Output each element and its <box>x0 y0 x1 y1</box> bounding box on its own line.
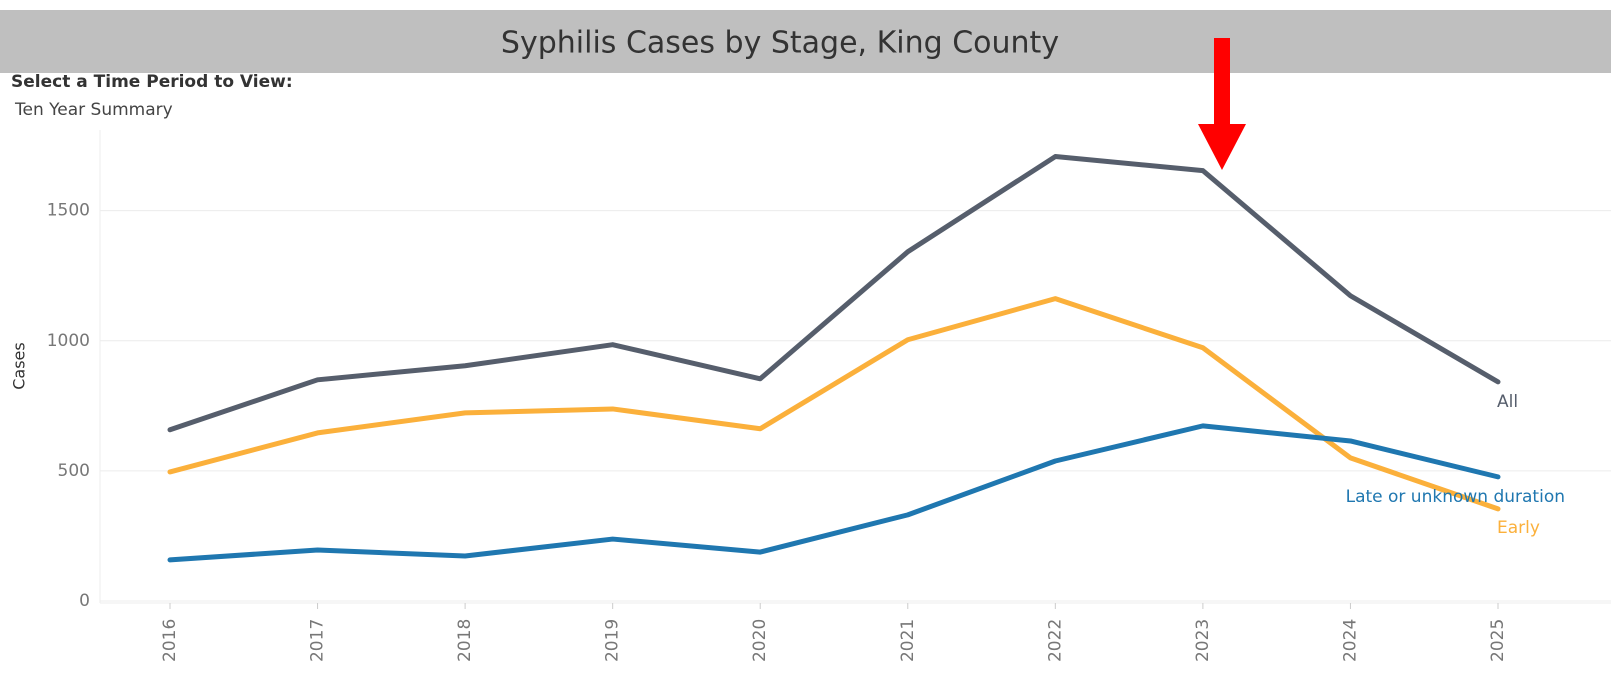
red-arrow <box>1198 38 1246 170</box>
dashboard-title: Syphilis Cases by Stage, King County <box>501 26 1059 61</box>
filter-value[interactable]: Ten Year Summary <box>14 100 173 120</box>
x-tick-label: 2023 <box>1193 619 1213 662</box>
x-tick-label: 2025 <box>1488 619 1508 662</box>
y-tick-label: 1000 <box>47 331 90 351</box>
series-line <box>167 296 1501 512</box>
y-tick-label: 0 <box>79 591 90 611</box>
x-tick-label: 2017 <box>308 619 328 662</box>
plot: 0 500 1000 1500 2016 2017 2018 2019 2020 2021 2022… <box>47 154 1611 662</box>
series-line <box>167 423 1501 563</box>
x-tick-label: 2021 <box>898 619 918 662</box>
title-bar <box>0 10 1611 73</box>
series-label: Late or unknown duration <box>1346 487 1565 507</box>
y-axis-title: Cases <box>10 342 29 390</box>
x-tick-label: 2020 <box>750 619 770 662</box>
series-label: Early <box>1497 518 1540 538</box>
series-label: All <box>1497 392 1518 412</box>
x-tick-label: 2024 <box>1340 619 1360 662</box>
filter-label: Select a Time Period to View: <box>11 72 293 92</box>
x-tick-label: 2018 <box>455 619 475 662</box>
x-tick-label: 2019 <box>603 619 623 662</box>
y-tick-label: 500 <box>58 461 90 481</box>
x-tick-label: 2022 <box>1045 619 1065 662</box>
x-tick-label: 2016 <box>160 619 180 662</box>
series-line <box>167 154 1501 433</box>
y-tick-label: 1500 <box>47 201 90 221</box>
